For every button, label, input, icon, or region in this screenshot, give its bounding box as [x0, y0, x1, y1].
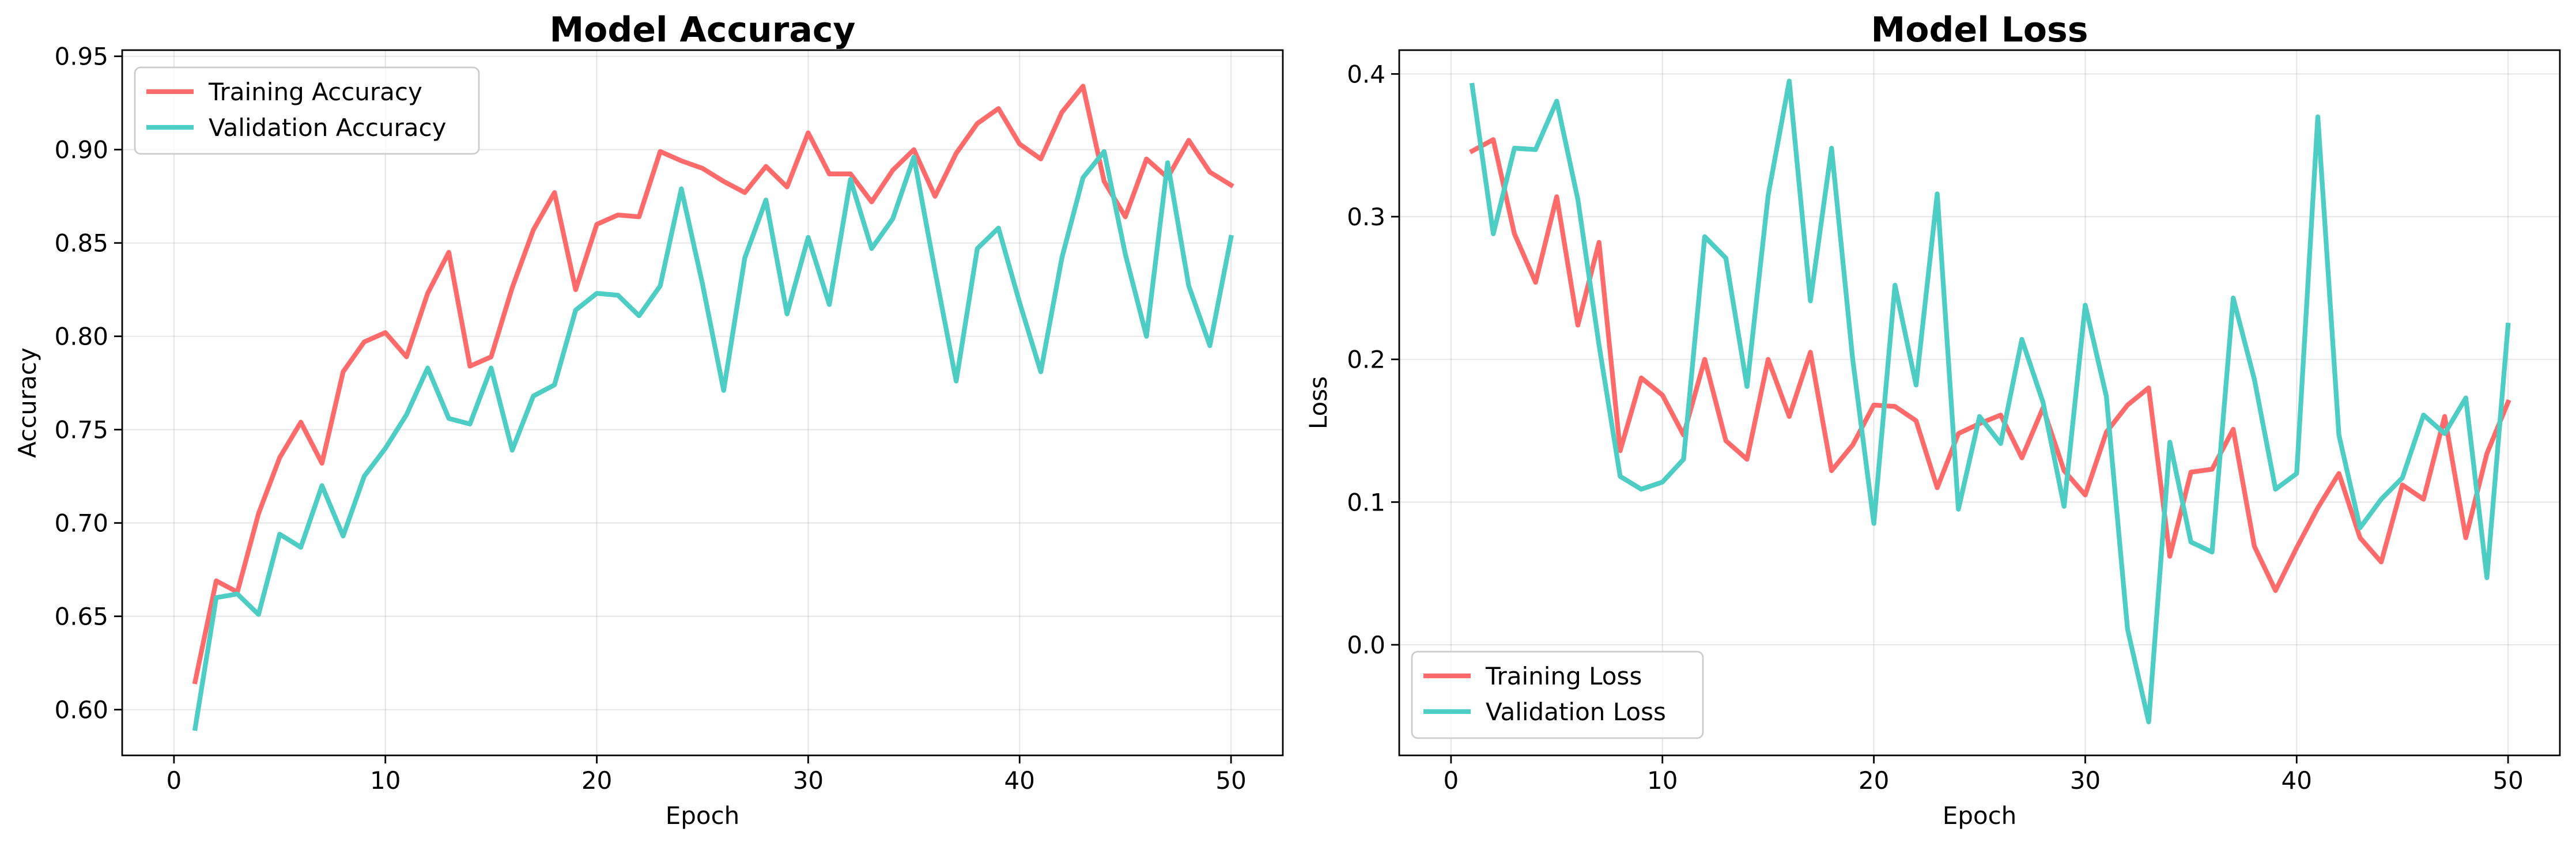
- y-tick-label: 0.60: [54, 696, 108, 724]
- x-tick-label: 0: [167, 766, 182, 795]
- x-tick-label: 10: [1647, 766, 1678, 795]
- y-tick-label: 0.70: [54, 509, 108, 538]
- y-tick-label: 0.4: [1347, 60, 1385, 88]
- series-line-training-accuracy: [192, 84, 1234, 685]
- loss-legend: Training Loss Validation Loss: [1411, 651, 1704, 739]
- accuracy-x-axis-label: Epoch: [666, 801, 740, 830]
- series-line-validation-loss: [1469, 78, 2511, 724]
- x-tick-label: 50: [2492, 766, 2523, 795]
- y-tick-label: 0.2: [1347, 346, 1385, 374]
- loss-chart-title: Model Loss: [1871, 10, 2088, 50]
- y-tick-label: 0.0: [1347, 631, 1385, 659]
- accuracy-axes-frame: [121, 49, 1284, 757]
- legend-frame: [1411, 651, 1704, 739]
- x-tick-label: 10: [370, 766, 401, 795]
- legend-label: Training Loss: [1485, 662, 1642, 690]
- accuracy-chart: 0 10 20 30 40 50 0.60 0.65 0.70 0.75 0.80 0.85 0.90 0…: [13, 10, 1284, 830]
- accuracy-grid: [122, 50, 1283, 755]
- accuracy-chart-title: Model Accuracy: [549, 10, 855, 50]
- x-tick-label: 30: [793, 766, 824, 795]
- x-tick-label: 20: [581, 766, 612, 795]
- legend-label: Validation Accuracy: [209, 114, 447, 142]
- y-tick-label: 0.75: [54, 416, 108, 444]
- y-tick-label: 0.65: [54, 603, 108, 631]
- y-tick-label: 0.3: [1347, 203, 1385, 231]
- y-tick-label: 0.85: [54, 229, 108, 258]
- x-tick-label: 20: [1859, 766, 1889, 795]
- y-tick-label: 0.95: [54, 43, 108, 71]
- loss-x-axis-label: Epoch: [1943, 801, 2017, 830]
- y-tick-label: 0.80: [54, 323, 108, 351]
- x-tick-label: 40: [2282, 766, 2312, 795]
- loss-chart: 0 10 20 30 40 50 0.0 0.1 0.2 0.3 0.4 Model Loss Epoc…: [1304, 10, 2561, 830]
- loss-grid: [1399, 50, 2560, 755]
- x-tick-label: 50: [1215, 766, 1246, 795]
- legend-label: Validation Loss: [1486, 698, 1666, 726]
- loss-axes-frame: [1398, 49, 2561, 757]
- legend-frame: [134, 66, 480, 155]
- x-tick-label: 0: [1444, 766, 1459, 795]
- legend-label: Training Accuracy: [208, 78, 422, 106]
- x-tick-label: 40: [1004, 766, 1035, 795]
- loss-y-axis-label: Loss: [1304, 376, 1332, 429]
- accuracy-y-axis-label: Accuracy: [13, 347, 41, 458]
- series-line-validation-accuracy: [192, 149, 1234, 731]
- accuracy-legend: Training Accuracy Validation Accuracy: [134, 66, 480, 155]
- x-tick-label: 30: [2070, 766, 2101, 795]
- y-tick-label: 0.90: [54, 136, 108, 164]
- y-tick-label: 0.1: [1347, 488, 1385, 516]
- series-line-training-loss: [1468, 137, 2511, 593]
